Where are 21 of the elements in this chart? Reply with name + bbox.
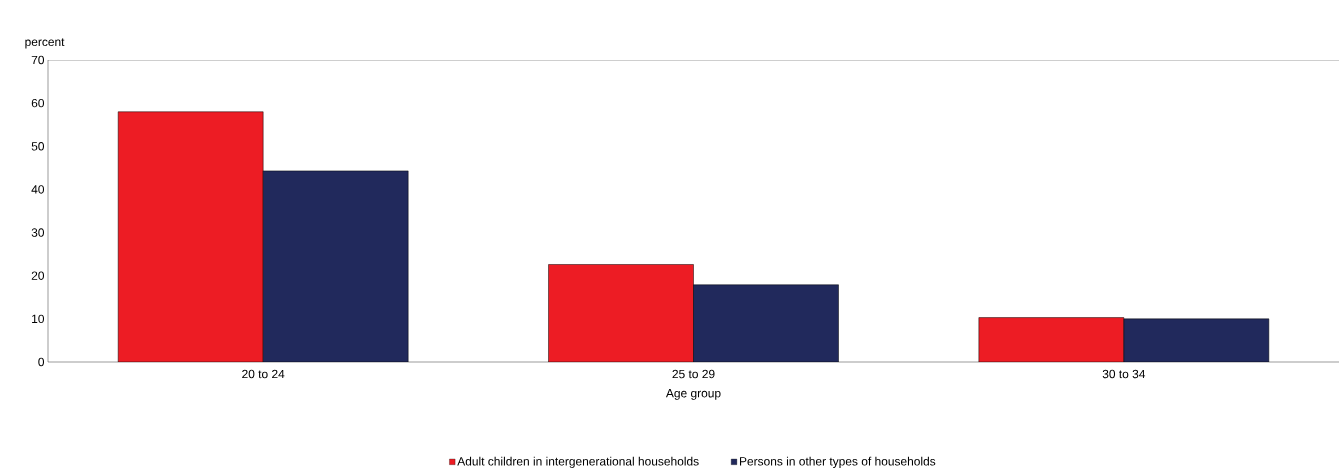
y-tick-label: 0 xyxy=(38,357,45,367)
y-tick-label: 20 xyxy=(31,271,45,280)
bar xyxy=(118,111,264,362)
bar xyxy=(548,264,694,362)
bar xyxy=(263,170,409,362)
y-tick-label: 40 xyxy=(31,185,45,194)
y-tick-label: 60 xyxy=(31,98,45,108)
y-axis-title: percent xyxy=(25,38,65,49)
x-tick-label: 20 to 24 xyxy=(242,369,285,379)
y-tick-label: 10 xyxy=(32,314,45,324)
legend-label: Persons in other types of households xyxy=(739,456,936,468)
x-tick-label: 30 to 34 xyxy=(1102,369,1146,379)
y-tick-label: 30 xyxy=(31,228,45,237)
x-axis-title: Age group xyxy=(665,389,721,400)
bar xyxy=(978,317,1125,362)
bar xyxy=(1123,318,1270,362)
y-tick-label: 50 xyxy=(31,142,45,151)
x-tick-label: 25 to 29 xyxy=(672,369,715,379)
legend-label: Adult children in intergenerational households xyxy=(457,456,699,468)
y-tick-label: 70 xyxy=(31,55,45,65)
bar xyxy=(693,284,839,362)
